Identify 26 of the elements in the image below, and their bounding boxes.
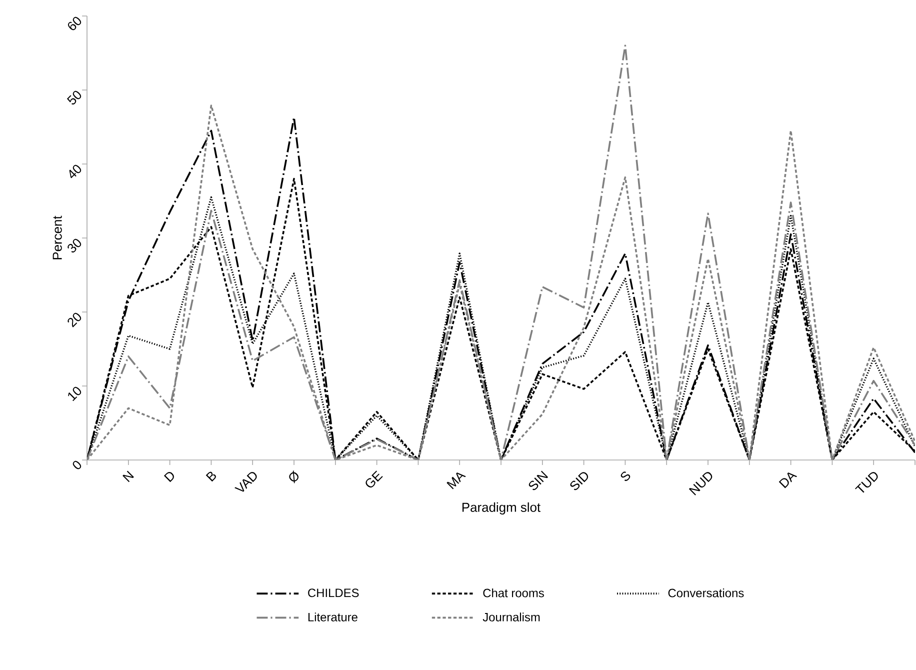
- y-tick-label: 60: [68, 16, 82, 30]
- legend-label: Chat rooms: [483, 588, 544, 598]
- x-tick-label: N: [122, 470, 134, 482]
- y-tick-label: 30: [68, 238, 82, 252]
- x-axis-title: Paradigm slot: [462, 502, 540, 514]
- y-tick-label: 0: [72, 460, 82, 470]
- x-tick-label: SIN: [528, 470, 548, 490]
- legend-label: CHILDES: [308, 588, 359, 598]
- y-tick-label: 50: [66, 90, 82, 104]
- x-tick-label: GE: [366, 470, 383, 488]
- x-tick-label: S: [620, 472, 630, 481]
- x-tick-label: DA: [778, 472, 798, 488]
- legend-label: Journalism: [482, 612, 540, 622]
- y-tick-label: 40: [69, 164, 82, 178]
- x-tick-label: MA: [446, 472, 466, 490]
- x-tick-label: D: [164, 472, 174, 482]
- y-axis-title: Percent: [52, 216, 62, 260]
- x-tick-label: TUD: [854, 472, 878, 493]
- x-tick-label: Ø: [289, 470, 299, 484]
- y-tick-label: 20: [68, 312, 82, 328]
- x-tick-label: B: [206, 472, 216, 482]
- x-tick-label: SID: [570, 472, 588, 490]
- legend-label: Conversations: [668, 588, 744, 598]
- legend-label: Literature: [308, 612, 358, 622]
- x-tick-label: VAD: [234, 472, 257, 492]
- y-tick-label: 10: [68, 386, 82, 402]
